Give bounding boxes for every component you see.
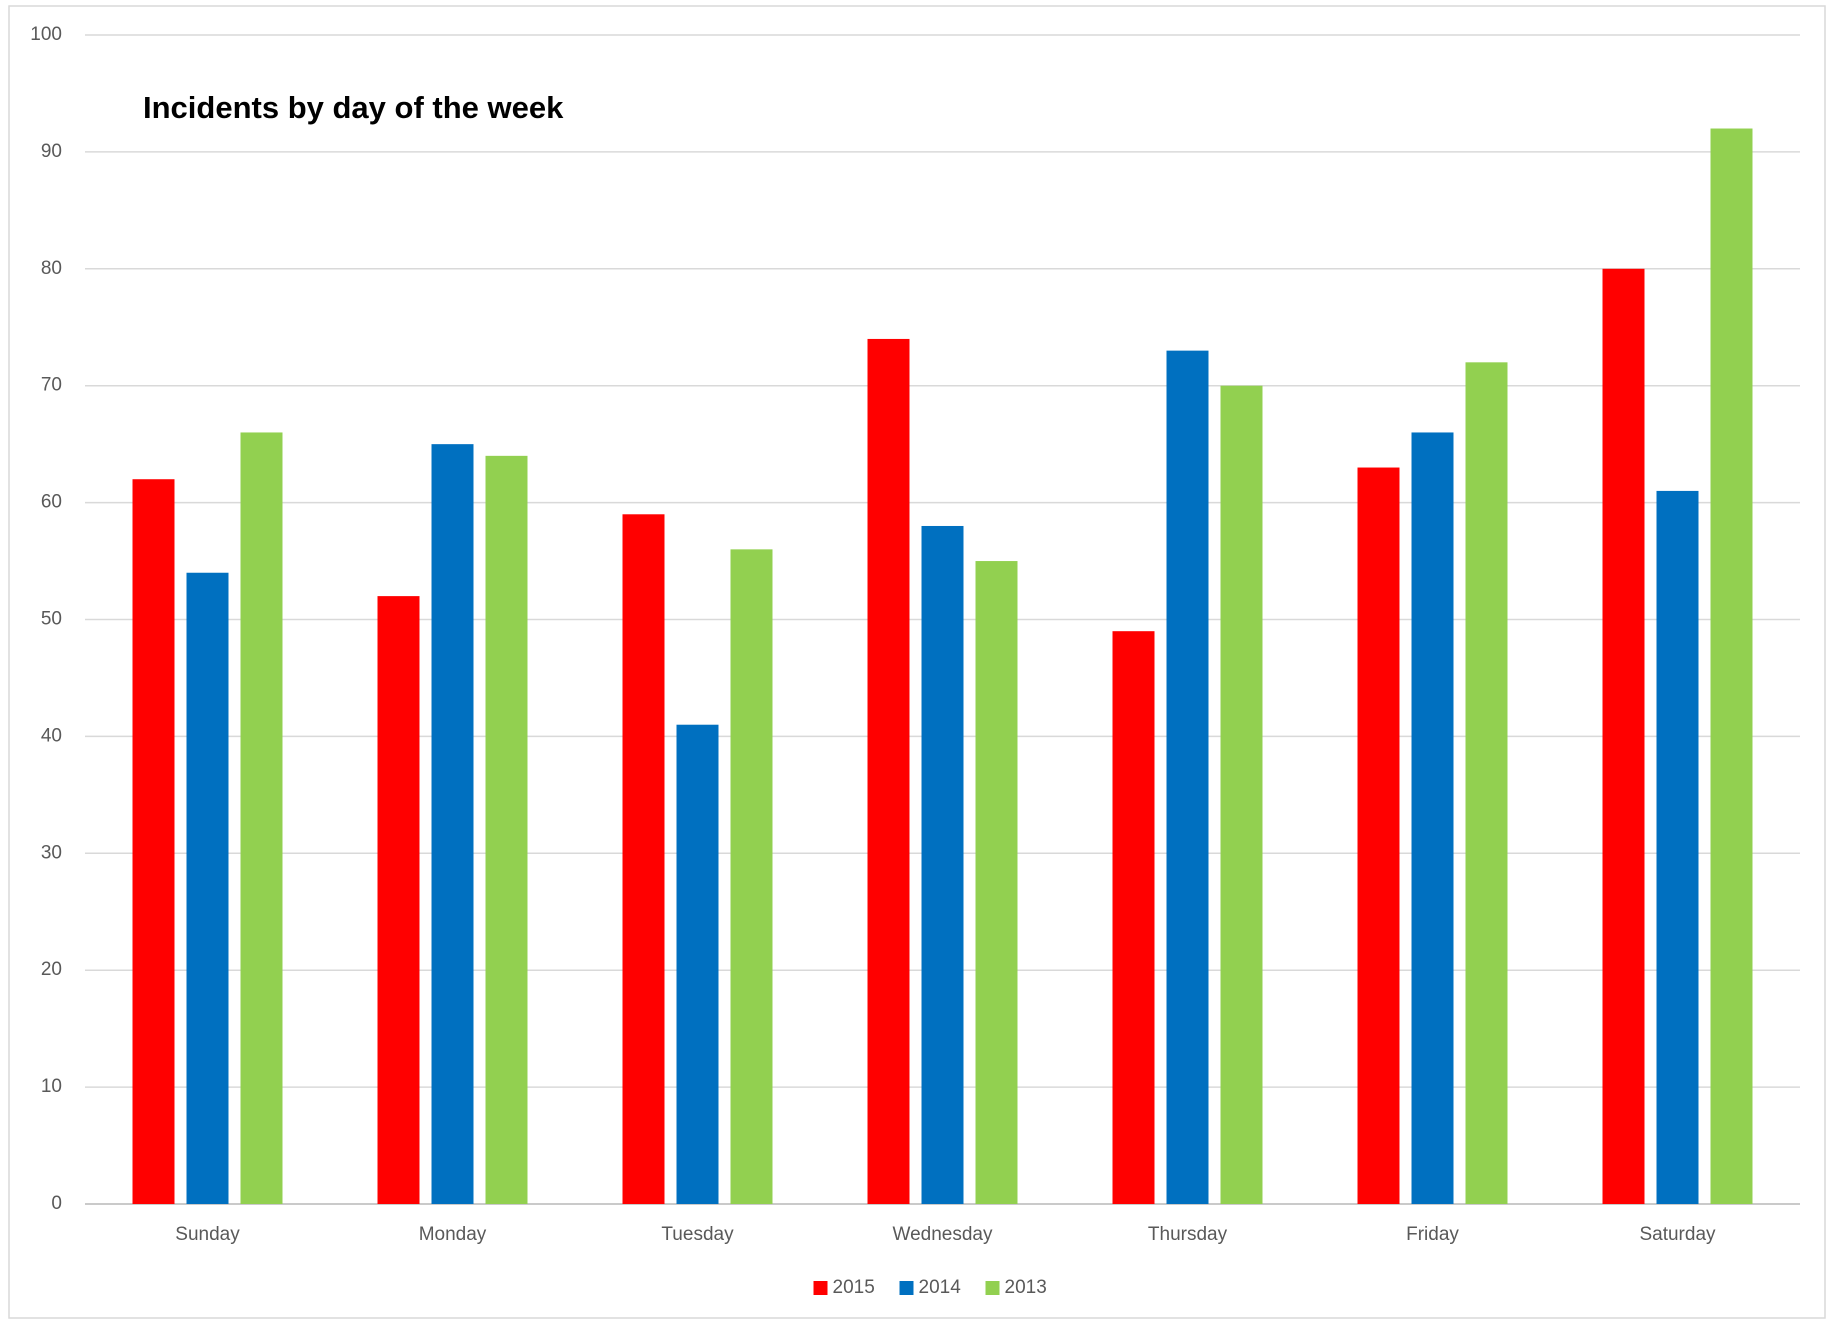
bar [1357, 467, 1400, 1204]
x-tick-label: Tuesday [661, 1224, 734, 1245]
legend-label: 2013 [1005, 1277, 1047, 1298]
x-tick-label: Monday [419, 1224, 487, 1245]
y-tick-label: 20 [41, 959, 62, 980]
bar [1112, 631, 1155, 1204]
x-tick-label: Wednesday [893, 1224, 993, 1245]
bar [975, 561, 1018, 1204]
bar [1656, 490, 1699, 1204]
y-tick-label: 90 [41, 141, 62, 162]
y-tick-label: 0 [51, 1193, 62, 1214]
legend-label: 2014 [919, 1277, 962, 1298]
legend-swatch [985, 1281, 1000, 1295]
bar [921, 525, 964, 1204]
y-tick-label: 40 [41, 725, 62, 746]
x-tick-label: Saturday [1639, 1224, 1716, 1245]
chart-frame [8, 5, 1826, 1319]
bar [730, 549, 773, 1204]
y-tick-label: 60 [41, 492, 62, 513]
x-tick-label: Friday [1406, 1224, 1459, 1245]
bar [622, 514, 665, 1204]
y-tick-label: 30 [41, 842, 62, 863]
x-tick-label: Sunday [175, 1224, 240, 1245]
x-tick-label: Thursday [1148, 1224, 1228, 1245]
bar [240, 432, 283, 1205]
bar [132, 479, 175, 1205]
y-tick-label: 100 [30, 24, 62, 45]
bar [1411, 432, 1454, 1205]
bar [1166, 350, 1209, 1204]
bar [867, 338, 910, 1204]
y-tick-label: 70 [41, 375, 62, 396]
legend-label: 2015 [833, 1277, 875, 1298]
bar [1465, 362, 1508, 1204]
bar [431, 444, 474, 1204]
y-tick-label: 80 [41, 258, 62, 279]
bar [1602, 268, 1645, 1204]
chart-title: Incidents by day of the week [143, 90, 564, 125]
legend-swatch [899, 1281, 914, 1295]
legend-swatch [813, 1281, 828, 1295]
bar [676, 724, 719, 1204]
bar [377, 596, 420, 1204]
bar [186, 572, 229, 1204]
bar [1710, 128, 1753, 1204]
y-tick-label: 10 [41, 1076, 62, 1097]
bar [1220, 385, 1263, 1204]
y-tick-label: 50 [41, 609, 62, 630]
bar [485, 455, 528, 1205]
